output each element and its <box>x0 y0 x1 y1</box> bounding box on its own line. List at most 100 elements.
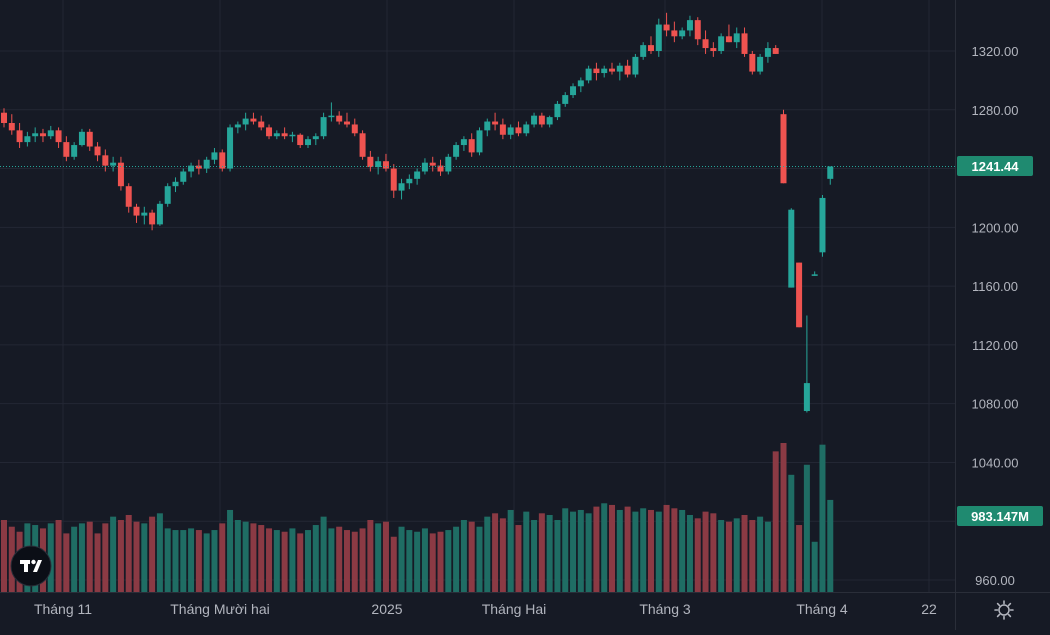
volume-bar <box>616 509 623 592</box>
candle <box>647 36 654 54</box>
volume-bar <box>593 506 600 592</box>
volume-bar <box>788 474 795 592</box>
candle <box>640 42 647 60</box>
volume-bar <box>336 526 343 592</box>
candle <box>63 136 70 162</box>
volume-bar <box>546 514 553 592</box>
candle <box>616 62 623 81</box>
volume-bar <box>609 504 616 592</box>
candle <box>710 42 717 57</box>
volume-bar <box>507 509 514 592</box>
candle <box>343 112 350 128</box>
volume-bar <box>320 516 327 592</box>
candle <box>562 92 569 107</box>
candle <box>570 83 577 99</box>
volume-bar <box>663 504 670 592</box>
time-tick-label: Tháng 11 <box>34 601 92 617</box>
candle <box>437 159 444 176</box>
candle <box>242 112 249 131</box>
candle <box>149 209 156 231</box>
candle <box>538 112 545 128</box>
time-tick-label: Tháng Mười hai <box>170 601 269 617</box>
candle <box>16 123 23 148</box>
volume-bar <box>390 536 397 592</box>
volume-bar <box>55 520 62 592</box>
tradingview-logo[interactable] <box>10 545 52 587</box>
candle <box>468 133 475 157</box>
volume-bar <box>601 503 608 592</box>
candle <box>234 121 241 134</box>
volume-bar <box>71 526 78 592</box>
candle <box>8 114 15 135</box>
volume-bar <box>515 525 522 592</box>
candle <box>632 53 639 78</box>
volume-bar <box>156 513 163 592</box>
time-tick-label: Tháng Hai <box>482 601 547 617</box>
volume-bar <box>328 528 335 592</box>
volume-bar <box>312 525 319 592</box>
volume-bar <box>624 506 631 592</box>
candle <box>476 127 483 156</box>
volume-bar <box>647 509 654 592</box>
volume-bar <box>250 523 257 592</box>
volume-bar <box>258 525 265 592</box>
price-tick-label: 1080.00 <box>972 397 1019 412</box>
price-tick-label: 1280.00 <box>972 103 1019 118</box>
time-axis[interactable]: Tháng 11 Tháng Mười hai 2025 Tháng Hai Tháng… <box>34 601 937 617</box>
last-price-badge: 1241.44 <box>957 156 1033 176</box>
volume-bar <box>429 533 436 592</box>
volume-bar <box>757 516 764 592</box>
candle <box>694 17 701 46</box>
volume-bar <box>125 514 132 592</box>
volume-bar <box>819 444 826 592</box>
price-tick-label: 1040.00 <box>972 455 1019 470</box>
volume-bar <box>531 520 538 592</box>
candle <box>772 45 779 54</box>
candle <box>141 206 148 225</box>
candle <box>390 164 397 198</box>
volume-bar <box>764 521 771 592</box>
volume-bar <box>749 520 756 592</box>
candle <box>523 121 530 137</box>
volume-bar <box>811 541 818 592</box>
candle <box>686 15 693 37</box>
candle <box>367 150 374 172</box>
candle <box>757 53 764 75</box>
volume-bar <box>172 530 179 592</box>
candle <box>492 112 499 131</box>
volume-bar <box>710 513 717 592</box>
time-tick-label: 2025 <box>371 601 402 617</box>
candle <box>679 27 686 40</box>
volume-bar <box>195 530 202 592</box>
time-tick-label: 22 <box>921 601 937 617</box>
candle <box>499 118 506 140</box>
volume-bar <box>468 521 475 592</box>
last-volume-badge: 983.147M <box>957 506 1043 526</box>
volume-bar <box>141 523 148 592</box>
candle <box>507 124 514 140</box>
volume-bar <box>803 464 810 592</box>
candle <box>94 142 101 162</box>
volume-bar <box>133 521 140 592</box>
candle <box>733 27 740 49</box>
candle <box>195 159 202 175</box>
candle <box>102 149 109 172</box>
candle <box>117 156 124 191</box>
candle <box>827 166 834 185</box>
volume-bar <box>702 511 709 592</box>
candle <box>133 203 140 223</box>
candle <box>71 142 78 160</box>
settings-gear-icon[interactable] <box>994 600 1014 620</box>
volume-bar <box>1 520 7 592</box>
volume-bar <box>242 521 249 592</box>
candle <box>211 147 218 165</box>
volume-bar <box>367 520 374 592</box>
volume-bar <box>827 499 834 592</box>
candle <box>671 21 678 43</box>
volume-bar <box>570 511 577 592</box>
volume-bar <box>718 520 725 592</box>
volume-bar <box>679 509 686 592</box>
